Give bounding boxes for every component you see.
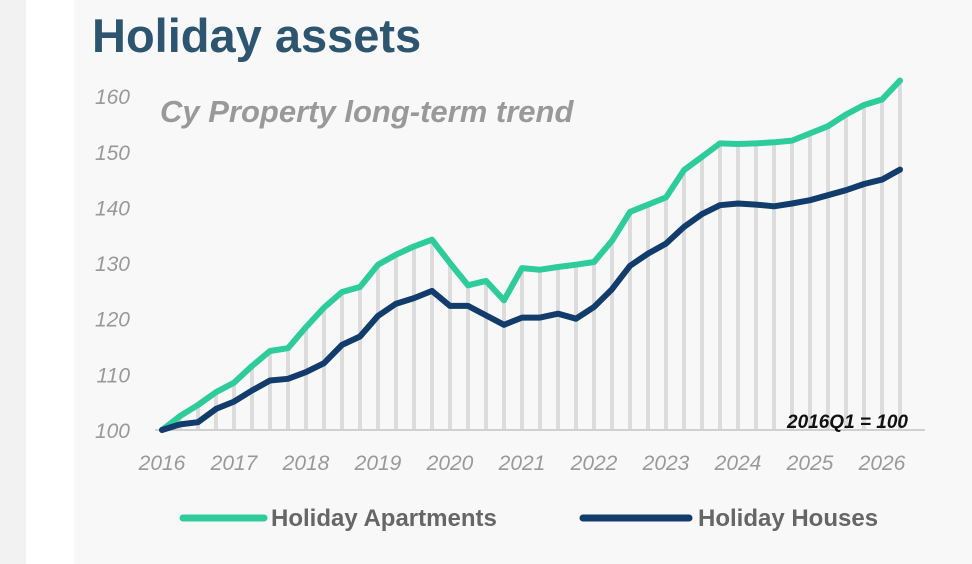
y-tick-label: 120 <box>95 309 130 332</box>
y-tick-label: 110 <box>97 364 131 387</box>
legend: Holiday Apartments Holiday Houses <box>179 505 878 532</box>
x-tick-label: 2025 <box>786 452 834 475</box>
x-tick-label: 2022 <box>570 452 618 475</box>
x-axis-ticks: 2016 2017 2018 2019 2020 2021 2022 2023 2024 2025… <box>138 452 906 475</box>
base-note: 2016Q1 = 100 <box>786 412 908 433</box>
chart-subtitle: Cy Property long-term trend <box>160 94 574 129</box>
series-line-holiday-apartments <box>159 77 903 433</box>
y-axis-ticks: 100 110 120 130 140 150 160 <box>95 86 130 443</box>
y-tick-label: 150 <box>95 142 130 165</box>
x-tick-label: 2023 <box>642 452 690 475</box>
x-tick-label: 2026 <box>858 452 906 475</box>
legend-label-holiday-apartments: Holiday Apartments <box>271 505 497 532</box>
x-tick-label: 2020 <box>426 452 474 475</box>
gridlines <box>178 80 902 430</box>
x-tick-label: 2016 <box>138 452 186 475</box>
y-tick-label: 130 <box>95 253 130 276</box>
left-margin-strip <box>0 0 26 564</box>
x-tick-label: 2019 <box>354 452 402 475</box>
y-tick-label: 160 <box>95 86 130 109</box>
series-line-holiday-houses <box>159 166 903 433</box>
legend-label-holiday-houses: Holiday Houses <box>698 505 878 532</box>
y-tick-label: 140 <box>95 197 130 220</box>
x-tick-label: 2024 <box>714 452 762 475</box>
x-tick-label: 2017 <box>210 452 259 475</box>
x-tick-label: 2021 <box>498 452 546 475</box>
page-title: Holiday assets <box>92 9 422 62</box>
y-tick-label: 100 <box>95 420 130 443</box>
series-lines <box>159 77 903 433</box>
x-tick-label: 2018 <box>282 452 330 475</box>
